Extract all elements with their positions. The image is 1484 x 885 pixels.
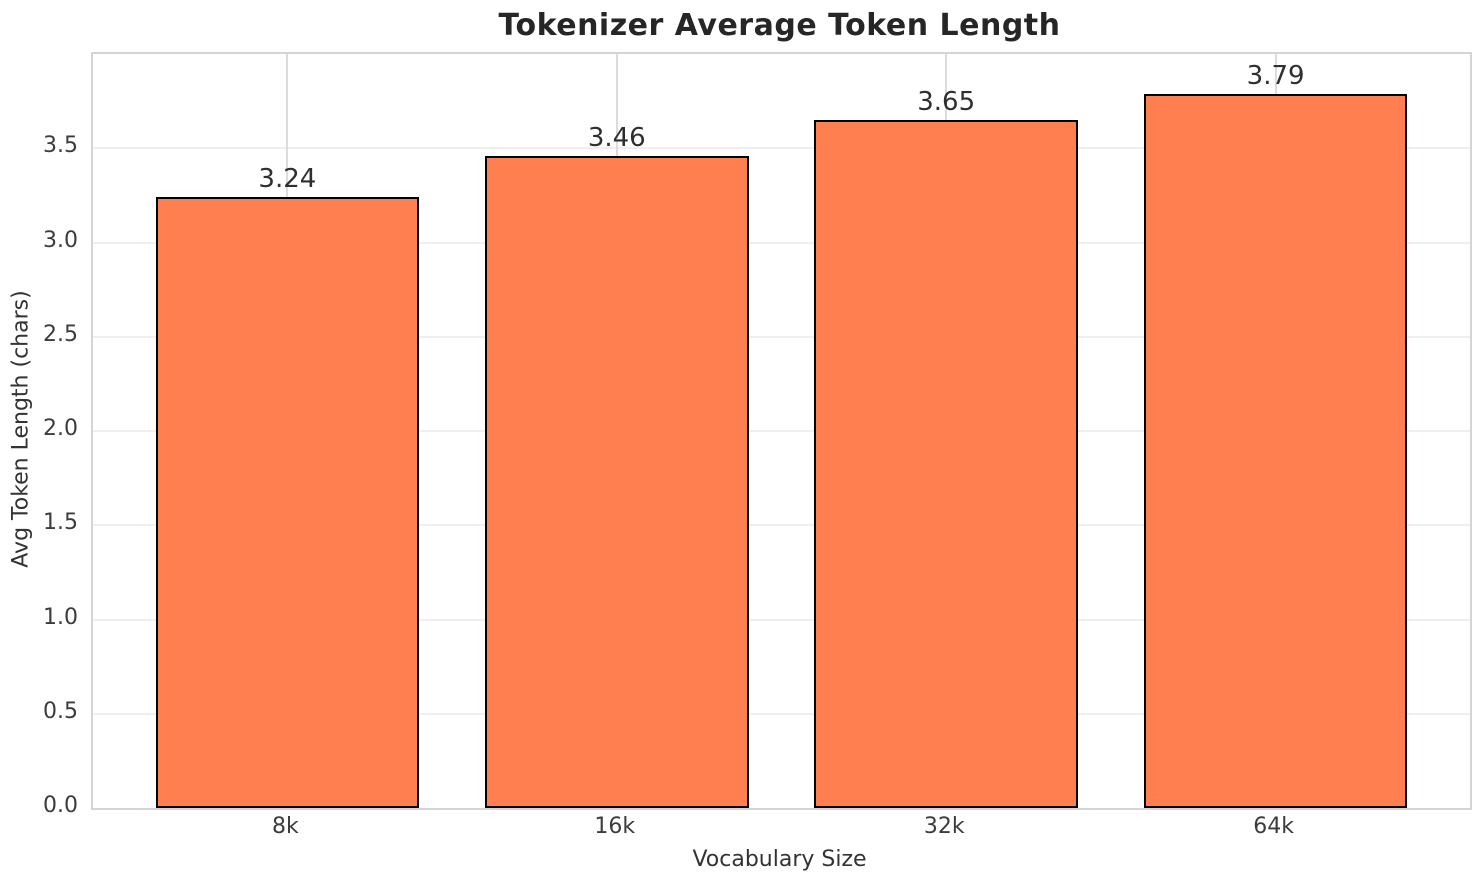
plot-area: 3.24 3.46 3.65 3.79 (91, 52, 1472, 810)
ytick-label: 3.5 (43, 133, 78, 159)
bar-value-label: 3.46 (587, 122, 646, 153)
bar-8k (155, 197, 420, 808)
xtick-label-64k: 64k (1253, 814, 1294, 839)
y-axis-label: Avg Token Length (chars) (8, 290, 34, 568)
bar-32k (814, 119, 1078, 808)
gridline-horizontal (93, 524, 1470, 527)
gridline-horizontal (93, 618, 1470, 621)
gridline-horizontal (93, 241, 1470, 244)
ytick-label: 2.5 (43, 321, 78, 347)
bar-16k (485, 155, 749, 808)
ytick-label: 3.0 (43, 227, 78, 253)
ytick-label: 0.0 (43, 793, 78, 818)
bar-64k (1143, 93, 1408, 808)
gridline-horizontal (93, 712, 1470, 715)
gridline-horizontal (93, 147, 1470, 150)
gridline-horizontal (93, 335, 1470, 338)
ytick-label: 1.0 (43, 604, 78, 630)
ytick-label: 0.5 (43, 698, 78, 724)
x-axis-ticks: 8k 16k 32k 64k (91, 814, 1468, 844)
x-axis-label: Vocabulary Size (692, 847, 867, 872)
ytick-label: 1.5 (43, 510, 78, 536)
xtick-label-32k: 32k (923, 814, 965, 839)
bar-value-label: 3.65 (917, 86, 976, 117)
xtick-label-16k: 16k (594, 814, 636, 839)
gridline-horizontal (93, 430, 1470, 432)
chart-title: Tokenizer Average Token Length (498, 8, 1061, 43)
xtick-label-8k: 8k (271, 814, 299, 839)
y-axis-ticks: 0.0 0.5 1.0 1.5 2.0 2.5 3.0 3.5 (0, 52, 78, 818)
bar-value-label: 3.24 (258, 164, 317, 195)
ytick-label: 2.0 (43, 416, 78, 441)
bar-value-label: 3.79 (1246, 60, 1305, 91)
